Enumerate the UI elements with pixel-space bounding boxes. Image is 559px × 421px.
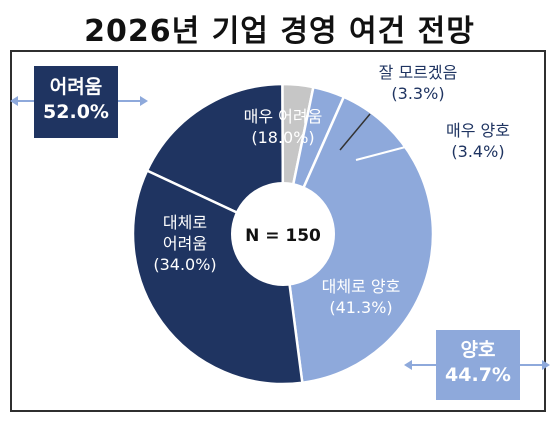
arrow-good — [404, 360, 550, 370]
slice-name-dont-know: 잘 모르겠음 — [378, 63, 458, 82]
slice-label-dont-know: 잘 모르겠음 (3.3%) — [358, 62, 478, 104]
slice-name-very-hard: 매우 어려움 — [243, 107, 323, 126]
slice-value-mostly-good: (41.3%) — [329, 298, 393, 317]
group-hard-name: 어려움 — [49, 76, 103, 98]
slice-name-mostly-good: 대체로 양호 — [321, 277, 401, 296]
group-hard-value: 52.0% — [43, 101, 109, 123]
slice-label-mostly-good: 대체로 양호 (41.3%) — [296, 276, 426, 318]
slice-value-very-good: (3.4%) — [451, 142, 505, 161]
group-badge-good: 양호 44.7% — [436, 330, 520, 400]
slice-value-mostly-hard: (34.0%) — [153, 255, 217, 274]
chart-title: 2026년 기업 경영 여건 전망 — [84, 14, 475, 49]
arrow-hard — [10, 96, 148, 106]
slice-value-very-hard: (18.0%) — [251, 128, 315, 147]
group-good-value: 44.7% — [445, 364, 511, 386]
slice-label-very-good: 매우 양호 (3.4%) — [418, 120, 538, 162]
leader-line-dont-know — [339, 113, 371, 151]
slice-label-mostly-hard: 대체로 어려움 (34.0%) — [140, 212, 230, 275]
center-label: N = 150 — [245, 226, 321, 246]
donut-hole — [231, 182, 335, 286]
slice-value-dont-know: (3.3%) — [391, 84, 445, 103]
group-good-name: 양호 — [460, 339, 496, 361]
slice-name-mostly-hard-1: 대체로 — [162, 213, 208, 232]
chart-frame — [10, 50, 546, 412]
slice-mostly-good — [281, 95, 435, 385]
slice-name-mostly-hard-2: 어려움 — [162, 234, 208, 253]
slice-label-very-hard: 매우 어려움 (18.0%) — [218, 106, 348, 148]
slice-name-very-good: 매우 양호 — [446, 121, 510, 140]
leader-line-very-good — [355, 139, 433, 161]
group-badge-hard: 어려움 52.0% — [34, 66, 118, 138]
